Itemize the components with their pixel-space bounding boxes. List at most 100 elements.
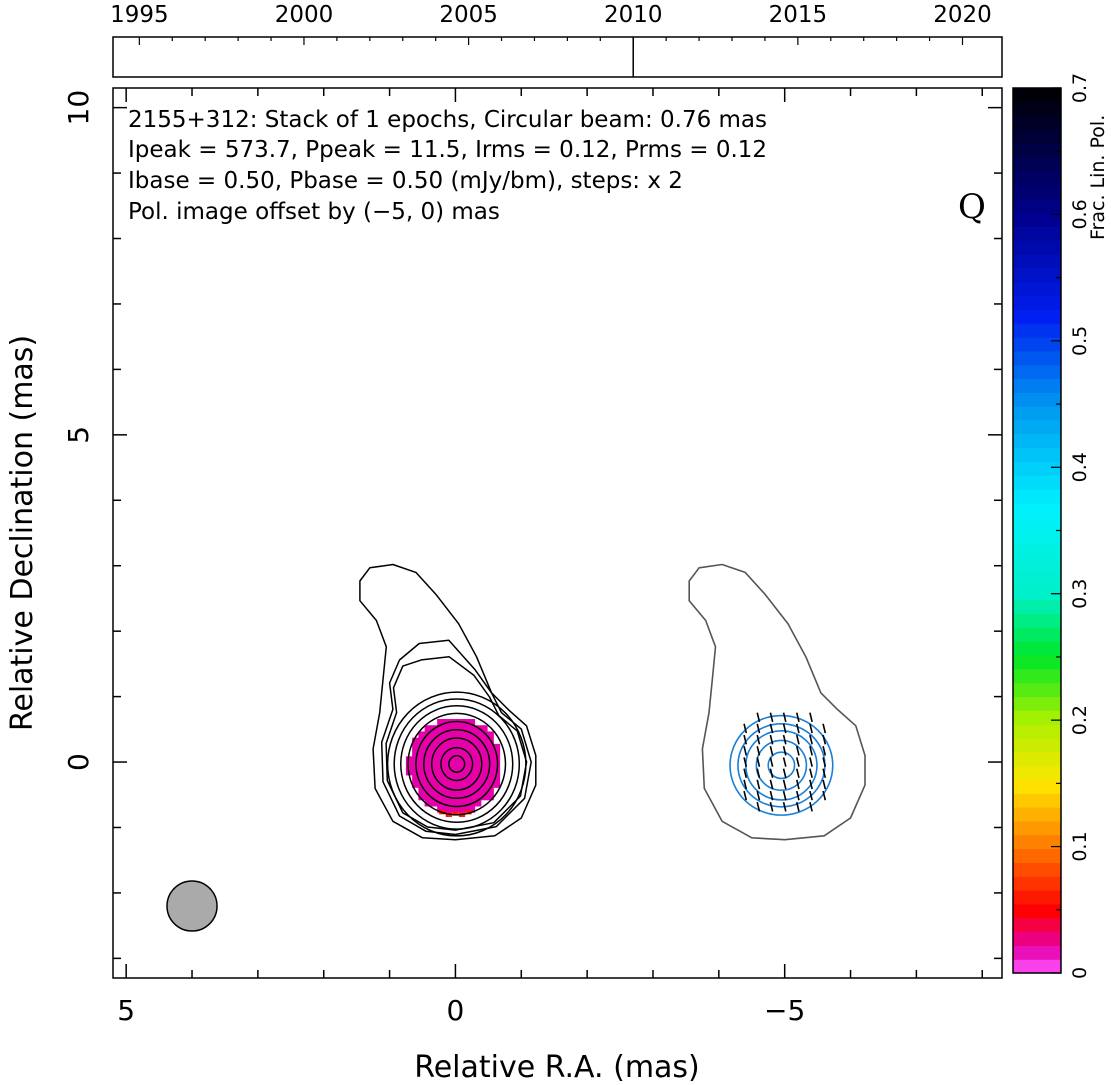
colorbar-tick-label: 0.5	[1069, 326, 1091, 356]
colorbar-cell	[1013, 848, 1061, 863]
colorbar-cell	[1013, 599, 1061, 615]
colorbar-cell	[1013, 406, 1061, 421]
total-intensity-contour	[448, 755, 466, 773]
core-pol-pixel	[480, 725, 488, 732]
colorbar-cell	[1013, 516, 1061, 532]
core-pol-pixel	[480, 731, 488, 739]
evpa-vector	[756, 746, 761, 756]
core-pol-pixel	[462, 756, 469, 763]
evpa-vector	[822, 723, 827, 734]
core-pol-pixel	[437, 774, 444, 782]
polarization-contour	[767, 751, 796, 780]
evpa-vector	[822, 734, 827, 745]
core-pol-pixel	[487, 750, 494, 757]
total-intensity-contours	[359, 563, 537, 841]
core-pol-pixel	[430, 787, 438, 795]
core-pol-pixel	[449, 781, 457, 788]
core-pol-pixel	[480, 756, 488, 763]
colorbar-cell	[1013, 184, 1061, 200]
colorbar: 0 0.1 0.2 0.3 0.4 0.5 0.6 0.7 Frac. Lin. Pol.	[1012, 73, 1109, 979]
core-pol-pixel	[437, 750, 444, 757]
core-pol-pixel	[455, 725, 463, 732]
core-pol-pixel	[430, 799, 438, 807]
core-pol-pixel	[412, 737, 419, 745]
core-pol-pixel	[443, 731, 451, 739]
colorbar-cell	[1013, 157, 1061, 172]
x-tick-label: 5	[117, 994, 135, 1027]
core-pol-pixel	[465, 809, 472, 815]
colorbar-cell	[1013, 253, 1061, 269]
core-pol-pixel	[462, 799, 469, 807]
core-pol-pixel	[480, 793, 488, 801]
colorbar-cell	[1013, 696, 1061, 711]
evpa-vector	[769, 712, 774, 723]
colorbar-cell	[1013, 876, 1061, 891]
colorbar-cell	[1013, 945, 1061, 960]
polarization-contour	[755, 739, 808, 792]
core-pol-pixel	[437, 737, 444, 745]
total-intensity-contour	[440, 746, 474, 782]
evpa-vector	[795, 734, 800, 745]
core-pol-pixel	[449, 799, 457, 807]
core-pol-pixel	[443, 787, 451, 795]
core-pol-pixel	[424, 762, 432, 770]
core-pol-pixel	[462, 731, 469, 739]
colorbar-cell	[1013, 834, 1061, 850]
evpa-vector	[782, 746, 787, 756]
colorbar-cell	[1013, 267, 1061, 283]
core-pol-pixel	[424, 737, 432, 745]
core-pol-pixel	[468, 787, 476, 795]
core-pol-pixel	[443, 799, 451, 807]
evpa-vector	[809, 712, 813, 723]
colorbar-cell	[1013, 143, 1061, 158]
core-pol-pixel	[480, 750, 488, 757]
core-pol-pixel	[443, 781, 451, 788]
colorbar-cell	[1013, 627, 1061, 642]
core-pol-pixel	[493, 762, 501, 770]
offset-intensity-outline	[688, 563, 866, 841]
evpa-vector	[769, 734, 774, 745]
colorbar-cell	[1013, 862, 1061, 877]
core-pol-pixel	[480, 787, 488, 795]
core-pol-pixel	[474, 781, 482, 788]
core-pol-pixel	[474, 799, 482, 807]
core-pol-pixel	[449, 787, 457, 795]
core-pol-pixel	[443, 768, 451, 776]
evpa-vector	[822, 790, 827, 801]
core-pol-pixel	[487, 768, 494, 776]
colorbar-cell	[1013, 724, 1061, 739]
core-pol-pixel	[493, 781, 501, 788]
colorbar-cell	[1013, 88, 1061, 103]
info-line-1: 2155+312: Stack of 1 epochs, Circular be…	[128, 107, 767, 133]
evpa-vector	[822, 746, 827, 756]
beam-circle	[166, 880, 218, 932]
core-pol-pixel	[455, 806, 463, 813]
core-pol-pixel	[487, 756, 494, 763]
colorbar-cell	[1013, 447, 1061, 462]
evpa-vector	[756, 712, 761, 723]
core-pol-pixel	[452, 811, 459, 816]
colorbar-cell	[1013, 281, 1061, 297]
total-intensity-contour	[359, 563, 537, 841]
evpa-vector	[756, 768, 761, 779]
colorbar-cell	[1013, 226, 1061, 241]
colorbar-cell	[1013, 198, 1061, 214]
evpa-vector	[809, 757, 813, 767]
colorbar-cell	[1013, 461, 1061, 476]
core-pol-pixel	[418, 787, 426, 795]
axis-ticks: 5 0 −5 0 5 10	[62, 88, 1002, 1027]
core-pol-pixel	[455, 781, 463, 788]
colorbar-tick-label: 0.4	[1069, 452, 1091, 482]
core-pol-pixel	[474, 743, 482, 751]
evpa-vector	[795, 723, 800, 734]
colorbar-cell	[1013, 682, 1061, 698]
core-pol-pixel	[449, 750, 457, 757]
core-pol-pixel	[424, 781, 432, 788]
core-pol-pixel	[449, 806, 457, 813]
timeline-tick-label: 2005	[439, 2, 498, 28]
colorbar-cell	[1013, 558, 1061, 573]
evpa-vector	[795, 712, 800, 723]
evpa-vector	[782, 734, 787, 745]
core-pol-pixel	[430, 743, 438, 751]
core-pol-pixel	[449, 793, 457, 801]
